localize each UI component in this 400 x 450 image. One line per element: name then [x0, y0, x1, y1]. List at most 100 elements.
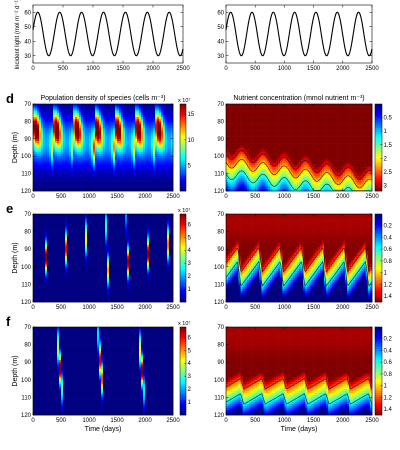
d-pop-cell	[103, 138, 106, 142]
d-pop-cell	[49, 169, 52, 172]
d-pop-cell	[157, 156, 160, 159]
d-pop-cell	[63, 119, 66, 122]
d-pop-cell	[43, 182, 46, 185]
d-pop-cell	[33, 160, 36, 164]
d-pop-cell	[125, 186, 128, 190]
d-pop-cell	[143, 149, 146, 153]
d-nut-cell	[317, 180, 321, 183]
d-pop-cell	[37, 177, 40, 181]
d-nut-cell	[290, 154, 294, 157]
d-pop-cell	[37, 119, 40, 122]
d-nut-cell	[317, 114, 321, 118]
d-nut-cell	[317, 160, 321, 164]
d-nut-cell	[234, 123, 237, 127]
d-pop-cell	[85, 169, 88, 172]
d-nut-cell	[255, 134, 258, 137]
d-pop-cell	[153, 154, 156, 157]
d-pop-cell	[39, 136, 42, 140]
d-nut-cell	[307, 136, 310, 140]
d-pop-cell	[75, 114, 78, 118]
d-pop-cell	[125, 147, 128, 150]
d-pop-cell	[93, 147, 96, 150]
d-nut-cell	[242, 145, 246, 148]
d-pop-cell	[161, 156, 164, 159]
d-pop-cell	[157, 145, 160, 148]
d-nut-cell	[315, 132, 319, 135]
d-pop-cell	[105, 119, 108, 122]
d-pop-cell	[103, 125, 106, 129]
d-pop-cell	[61, 145, 64, 148]
d-pop-cell	[93, 138, 96, 142]
d-pop-heatmap-cells	[33, 104, 174, 192]
d-pop-cell	[43, 123, 46, 127]
d-nut-cell	[282, 121, 285, 124]
d-nut-cell	[284, 112, 287, 116]
d-nut-cell	[238, 171, 241, 174]
d-pop-cell	[129, 136, 132, 140]
d-nut-cell	[282, 149, 285, 153]
d-nut-cell	[292, 112, 296, 116]
d-nut-cell	[248, 119, 252, 122]
d-pop-cell	[57, 145, 60, 148]
d-pop-cell	[81, 147, 84, 150]
d-nut-cell	[303, 175, 306, 179]
d-pop-cell	[61, 167, 64, 170]
d-pop-cell	[135, 154, 138, 157]
d-nut-cell	[292, 180, 296, 183]
d-pop-cell	[95, 140, 98, 144]
d-nut-cell	[234, 136, 237, 140]
d-pop-cell	[45, 169, 48, 172]
d-pop-cell	[51, 182, 54, 185]
d-nut-cell	[267, 145, 271, 148]
d-nut-cell	[253, 182, 256, 185]
d-nut-cell	[271, 162, 275, 166]
d-pop-cell	[121, 106, 124, 109]
d-pop-cell	[61, 188, 64, 192]
d-nut-cell	[232, 104, 235, 107]
d-nut-cell	[248, 121, 252, 124]
d-nut-cell	[309, 138, 312, 142]
d-nut-cell	[286, 127, 289, 131]
d-pop-cell	[115, 180, 118, 183]
d-pop-cell	[163, 188, 166, 192]
d-nut-cell	[328, 151, 331, 155]
d-nut-cell	[240, 180, 243, 183]
d-pop-cell	[137, 143, 140, 146]
d-pop-cell	[161, 136, 164, 140]
d-pop-cell	[35, 117, 38, 120]
d-nut-cell	[269, 177, 273, 181]
d-nut-cell	[296, 177, 300, 181]
d-nut-cell	[301, 164, 304, 168]
d-nut-cell	[238, 169, 241, 172]
d-nut-cell	[236, 138, 239, 142]
d-pop-cell	[49, 182, 52, 185]
d-pop-cell	[79, 149, 82, 153]
d-nut-cell	[267, 132, 271, 135]
d-pop-cell	[145, 147, 148, 150]
d-nut-cell	[317, 123, 321, 127]
d-nut-cell	[228, 186, 231, 190]
d-pop-cell	[147, 112, 150, 116]
d-pop-cell	[137, 117, 140, 120]
d-pop-cell	[59, 149, 62, 153]
d-nut-cell	[253, 145, 256, 148]
d-pop-cell	[151, 158, 154, 161]
d-nut-cell	[273, 156, 277, 159]
d-nut-cell	[290, 127, 294, 131]
d-pop-cell	[47, 173, 50, 177]
d-pop-cell	[91, 175, 94, 179]
d-nut-cell	[301, 117, 304, 120]
d-pop-cell	[159, 182, 162, 185]
d-nut-cell	[278, 147, 281, 150]
d-nut-cell	[299, 125, 302, 129]
d-pop-cell	[169, 140, 172, 144]
d-pop-cell	[165, 117, 168, 120]
d-nut-cell	[309, 147, 312, 150]
d-pop-cell	[85, 186, 88, 190]
d-nut-cell	[228, 143, 231, 146]
d-pop-cell	[33, 106, 36, 109]
d-pop-cell	[47, 145, 50, 148]
d-pop-cell	[123, 158, 126, 161]
d-pop-cell	[93, 104, 96, 107]
d-nut-cell	[317, 162, 321, 166]
